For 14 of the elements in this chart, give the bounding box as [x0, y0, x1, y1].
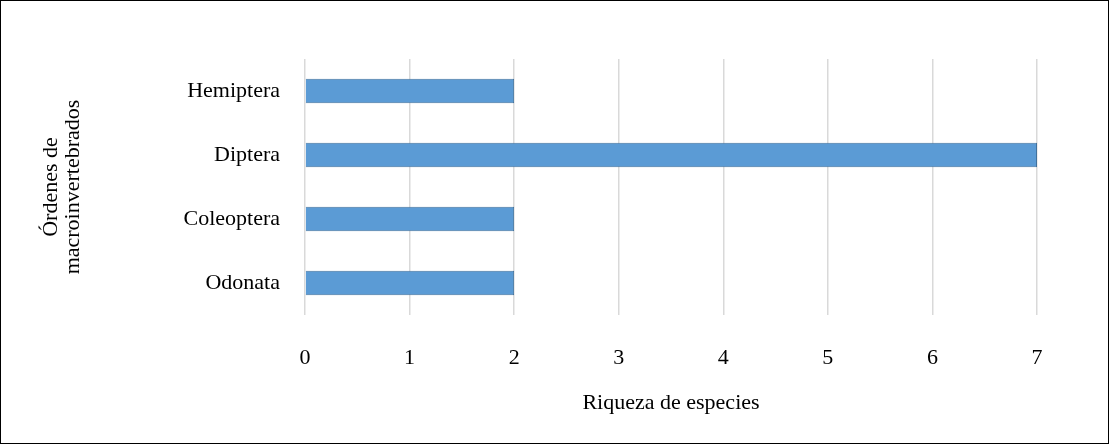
- y-tick-label: Hemiptera: [187, 76, 281, 102]
- y-tick-label: Diptera: [214, 140, 281, 166]
- x-tick-label: 1: [404, 343, 416, 369]
- y-axis-title: Órdenes de macroinvertebrados: [36, 99, 84, 275]
- x-tick-label: 3: [613, 343, 625, 369]
- x-tick-label: 7: [1031, 343, 1043, 369]
- x-tick-label: 2: [508, 343, 520, 369]
- x-tick-label: 4: [717, 343, 729, 369]
- x-tick-label: 6: [926, 343, 938, 369]
- x-tick-label: 0: [299, 343, 311, 369]
- x-axis-title: Riqueza de especies: [582, 388, 760, 414]
- y-tick-label: Odonata: [205, 268, 281, 294]
- y-tick-label: Coleoptera: [183, 204, 281, 230]
- x-tick-label: 5: [822, 343, 834, 369]
